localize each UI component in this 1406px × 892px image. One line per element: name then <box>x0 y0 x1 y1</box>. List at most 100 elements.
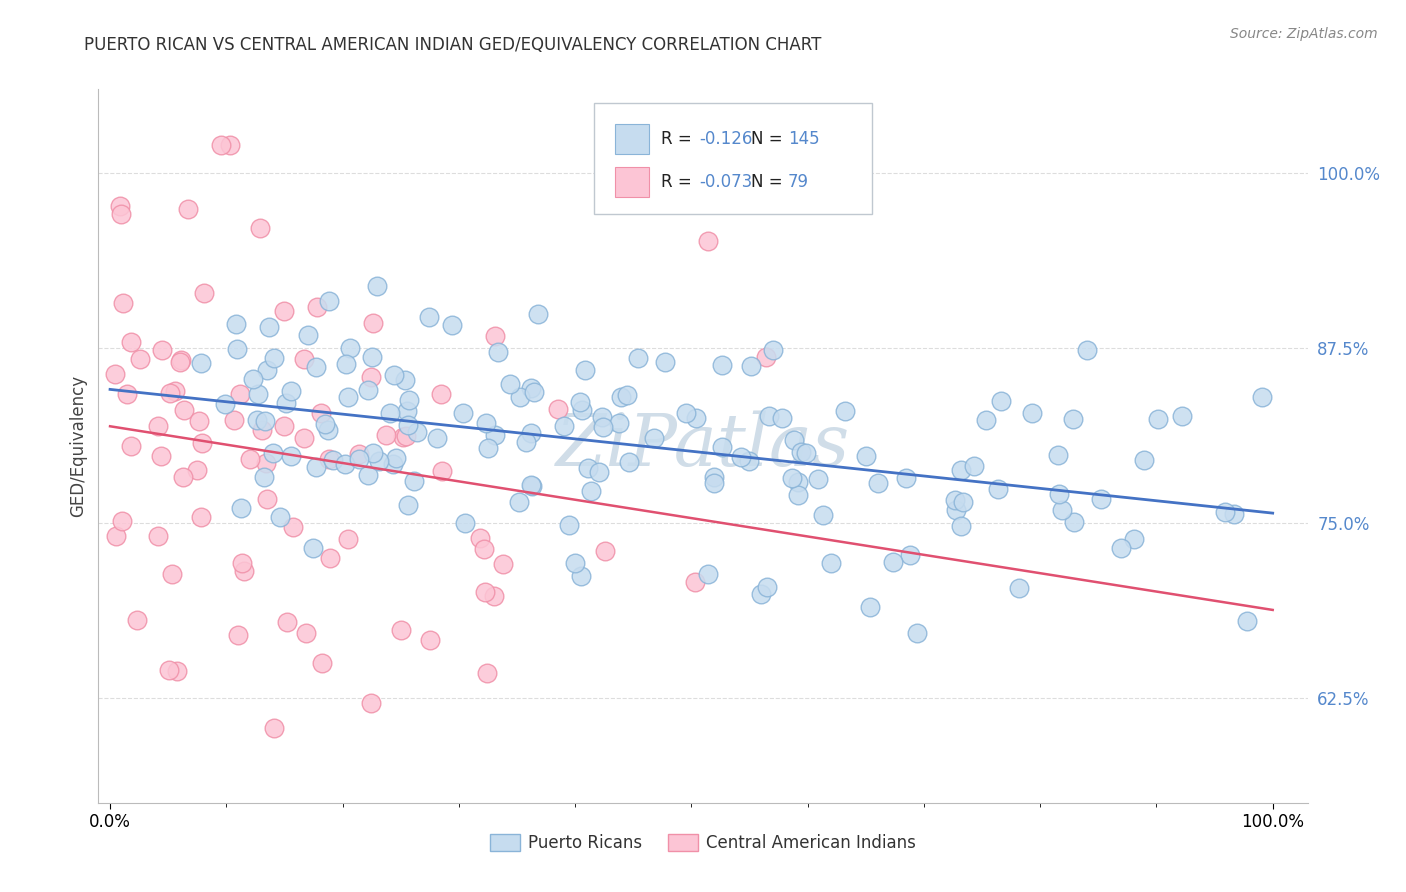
Point <box>1090 492 1112 507</box>
Point <box>571 569 593 583</box>
Point <box>451 406 474 420</box>
Point <box>949 518 972 533</box>
Point <box>790 445 813 459</box>
Point <box>1047 448 1070 462</box>
Point <box>520 426 543 441</box>
Point <box>249 221 271 235</box>
Point <box>474 585 496 599</box>
Point <box>219 138 242 153</box>
Point <box>905 626 928 640</box>
Point <box>896 471 918 485</box>
Point <box>519 478 541 492</box>
Point <box>770 411 793 425</box>
Point <box>394 429 416 443</box>
Bar <box>614 167 648 197</box>
Point <box>477 442 499 456</box>
Point <box>382 457 405 471</box>
Point <box>253 470 276 484</box>
Point <box>309 406 332 420</box>
Point <box>859 599 882 614</box>
Point <box>357 383 380 397</box>
Point <box>607 416 630 430</box>
Point <box>169 354 191 368</box>
Point <box>193 285 215 300</box>
Point <box>274 396 297 410</box>
Point <box>520 479 543 493</box>
Text: -0.126: -0.126 <box>699 130 752 148</box>
Point <box>347 446 370 460</box>
Point <box>375 428 398 442</box>
Text: 79: 79 <box>787 173 808 191</box>
Point <box>576 461 599 475</box>
Point <box>740 359 762 374</box>
Point <box>335 357 357 371</box>
Point <box>592 410 614 425</box>
Point <box>127 613 149 627</box>
Point <box>339 341 361 355</box>
Point <box>508 495 530 509</box>
Point <box>1236 614 1258 628</box>
Point <box>963 459 986 474</box>
Point <box>314 417 336 431</box>
Point <box>120 438 142 452</box>
Point <box>226 342 249 356</box>
Point <box>758 409 780 423</box>
Point <box>492 557 515 571</box>
Point <box>990 393 1012 408</box>
Point <box>231 556 253 570</box>
Point <box>292 431 315 445</box>
Point <box>111 296 134 310</box>
Point <box>520 381 543 395</box>
Point <box>432 464 454 478</box>
Point <box>297 327 319 342</box>
Text: R =: R = <box>661 130 697 148</box>
Point <box>796 446 818 460</box>
Point <box>159 385 181 400</box>
Text: Source: ZipAtlas.com: Source: ZipAtlas.com <box>1230 27 1378 41</box>
Point <box>1008 582 1031 596</box>
Point <box>148 419 170 434</box>
Point <box>588 465 610 479</box>
Point <box>472 542 495 557</box>
Point <box>316 423 339 437</box>
Point <box>256 363 278 377</box>
Point <box>319 551 342 566</box>
Point <box>1122 532 1144 546</box>
Point <box>654 355 676 369</box>
Point <box>675 406 697 420</box>
Text: ZiPatlas: ZiPatlas <box>555 410 851 482</box>
Point <box>242 372 264 386</box>
Point <box>945 502 967 516</box>
Point <box>882 555 904 569</box>
Point <box>429 387 451 401</box>
Text: -0.073: -0.073 <box>699 173 752 191</box>
Point <box>868 475 890 490</box>
Point <box>190 356 212 370</box>
Point <box>170 353 193 368</box>
Point <box>755 350 778 364</box>
Point <box>1050 503 1073 517</box>
Point <box>1063 516 1085 530</box>
Point <box>787 488 810 502</box>
Point <box>305 460 328 475</box>
Point <box>1146 412 1168 426</box>
Point <box>304 359 326 374</box>
Point <box>150 343 173 357</box>
Point <box>361 445 384 459</box>
Point <box>762 343 785 357</box>
Point <box>150 449 173 463</box>
Point <box>163 384 186 398</box>
Point <box>509 390 531 404</box>
Point <box>186 463 208 477</box>
Point <box>188 414 211 428</box>
Bar <box>614 124 648 154</box>
Point <box>214 397 236 411</box>
Point <box>190 510 212 524</box>
Point <box>426 431 449 445</box>
Point <box>1021 406 1043 420</box>
Point <box>120 334 142 349</box>
Point <box>441 318 464 333</box>
Point <box>104 367 127 381</box>
Point <box>643 431 665 445</box>
Point <box>950 463 973 477</box>
